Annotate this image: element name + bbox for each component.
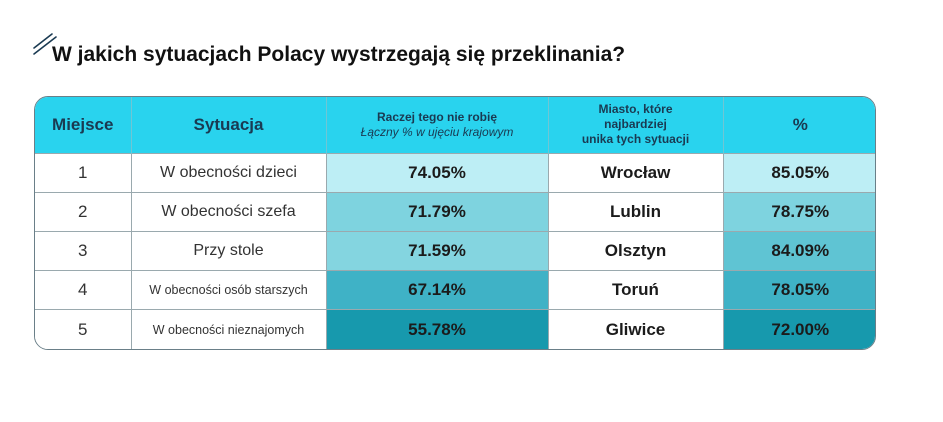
city-cell: Wrocław — [547, 152, 723, 193]
rank-cell: 2 — [35, 191, 131, 232]
header-national-line1: Raczej tego nie robię — [376, 109, 498, 124]
city-percent-cell: 85.05% — [722, 152, 875, 193]
national-percent-cell: 71.79% — [325, 191, 548, 232]
header-city-percent: % — [722, 97, 875, 153]
national-percent-cell: 71.59% — [325, 230, 548, 271]
situation-cell: W obecności osób starszych — [130, 270, 326, 310]
header-row: Miejsce Sytuacja Raczej tego nie robię Ł… — [35, 97, 875, 153]
table-row: 5 W obecności nieznajomych 55.78% Gliwic… — [35, 309, 875, 349]
table-row: 2 W obecności szefa 71.79% Lublin 78.75% — [35, 191, 875, 232]
header-city-line3: unika tych sytuacji — [581, 132, 690, 147]
city-cell: Toruń — [547, 270, 723, 310]
header-national-line2: Łączny % w ujęciu krajowym — [360, 124, 514, 139]
rank-cell: 4 — [35, 270, 131, 310]
rank-cell: 5 — [35, 309, 131, 349]
city-percent-cell: 78.75% — [722, 191, 875, 232]
situation-cell: W obecności nieznajomych — [130, 309, 326, 349]
header-city: Miasto, które najbardziej unika tych syt… — [547, 97, 723, 153]
page-title: W jakich sytuacjach Polacy wystrzegają s… — [52, 43, 626, 66]
situation-cell: Przy stole — [130, 230, 326, 271]
double-slash-decoration-icon — [33, 33, 57, 55]
header-situation: Sytuacja — [130, 97, 326, 153]
rank-cell: 1 — [35, 152, 131, 193]
header-city-line2: najbardziej — [604, 117, 667, 132]
national-percent-cell: 55.78% — [325, 309, 548, 349]
header-rank: Miejsce — [35, 97, 131, 153]
ranking-table: Miejsce Sytuacja Raczej tego nie robię Ł… — [34, 96, 876, 350]
national-percent-cell: 67.14% — [325, 270, 548, 310]
situation-cell: W obecności dzieci — [130, 152, 326, 193]
national-percent-cell: 74.05% — [325, 152, 548, 193]
header-national-percent: Raczej tego nie robię Łączny % w ujęciu … — [325, 97, 548, 153]
city-percent-cell: 72.00% — [722, 309, 875, 349]
table-row: 3 Przy stole 71.59% Olsztyn 84.09% — [35, 230, 875, 271]
table-row: 1 W obecności dzieci 74.05% Wrocław 85.0… — [35, 152, 875, 193]
table-row: 4 W obecności osób starszych 67.14% Toru… — [35, 270, 875, 310]
city-cell: Lublin — [547, 191, 723, 232]
rank-cell: 3 — [35, 230, 131, 271]
city-percent-cell: 78.05% — [722, 270, 875, 310]
situation-cell: W obecności szefa — [130, 191, 326, 232]
city-cell: Gliwice — [547, 309, 723, 349]
city-cell: Olsztyn — [547, 230, 723, 271]
city-percent-cell: 84.09% — [722, 230, 875, 271]
header-city-line1: Miasto, które — [598, 102, 673, 117]
